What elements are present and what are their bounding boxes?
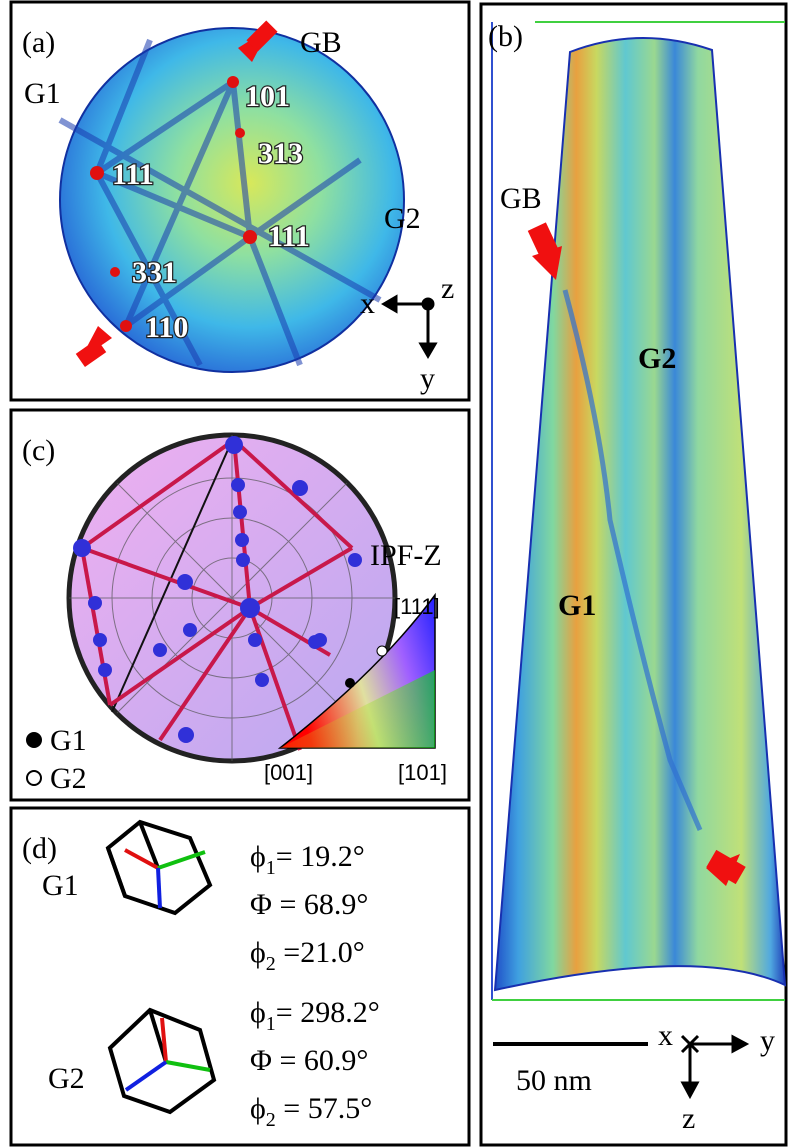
axis-label: y [420,362,435,395]
page: body { margin: 0; width: 788px; height: … [0,0,788,1147]
grain-label: G2 [384,202,421,235]
legend-marker [26,732,42,748]
panel-label: (b) [488,20,523,53]
corner-label: [111] [394,594,440,619]
text-part: = 298.2° [276,996,380,1029]
euler-angle: ϕ1= 19.2° [250,840,365,879]
euler-angle: Φ = 68.9° [250,888,368,921]
axis-label: z [441,272,454,305]
axis-label: z [682,1102,695,1135]
text-part: Φ [250,888,272,921]
grain-label: G1 [24,77,61,110]
text-part: 2 [266,1109,276,1131]
scale-bar-label: 50 nm [516,1064,592,1097]
text-part: = 57.5° [276,1092,372,1125]
axis-label: x [658,1019,673,1052]
grain-label: G1 [42,869,79,902]
pole-label: 331 [132,256,177,289]
legend-label: G2 [50,762,87,795]
euler-angle: Φ = 60.9° [250,1044,368,1077]
text-part: =21.0° [276,936,365,969]
axes-icon [384,297,435,356]
panel-label: (c) [22,434,55,467]
grain-label: G1 [558,589,596,622]
legend-marker [27,771,41,785]
text-part: ϕ [250,996,266,1029]
body: {"panel_a": {"label": "(a)", "gb": "GB",… [0,0,788,1147]
panel-c: (c) IPF-Z [111] [001] [101] G1 G2 [11,410,469,800]
corner-label: [101] [398,760,447,785]
axis-label: x [360,287,375,320]
grain-label: G2 [48,1062,85,1095]
figure: 101 313 111 111 331 110 (a) GB G1 G2 x z… [0,0,788,1147]
tomography-volume [495,38,785,990]
text-part: = 19.2° [276,840,365,873]
axes-icon [682,1036,746,1096]
text-part: 2 [266,953,276,975]
pole-label: 111 [112,158,154,191]
euler-angle: ϕ1= 298.2° [250,996,380,1035]
panel-a: 101 313 111 111 331 110 (a) GB G1 G2 x z… [11,2,469,400]
text-part: ϕ [250,840,266,873]
euler-angle: ϕ2 =21.0° [250,936,365,975]
text-part: 1 [266,1013,276,1035]
axis-label: y [760,1024,775,1057]
pole-label: 313 [258,137,303,170]
grain-boundary-label: GB [300,26,342,59]
text-part: 1 [266,857,276,879]
text-part: ϕ [250,1092,266,1125]
euler-angle: ϕ2 = 57.5° [250,1092,372,1131]
grain-label: G2 [638,342,676,375]
legend-label: G1 [50,724,87,757]
text-part: ϕ [250,936,266,969]
corner-label: [001] [264,760,313,785]
grain-boundary-label: GB [500,182,542,215]
panel-d: (d) G1 G2 ϕ1= 19.2° Φ = 68.9° ϕ2 =21.0° … [11,808,469,1145]
pole-label: 111 [268,220,310,253]
text-part: = 68.9° [272,888,368,921]
panel-label: (d) [22,832,57,865]
text-part: = 60.9° [272,1044,368,1077]
g2-orientation [377,646,387,656]
text-part: Φ [250,1044,272,1077]
panel-b: (b) GB G2 G1 50 nm x y z [481,4,786,1145]
g1-orientation [345,678,355,688]
panel-label: (a) [22,26,55,59]
pole-label: 110 [145,311,188,344]
ipf-label: IPF-Z [370,539,442,572]
pole-label: 101 [245,80,290,113]
